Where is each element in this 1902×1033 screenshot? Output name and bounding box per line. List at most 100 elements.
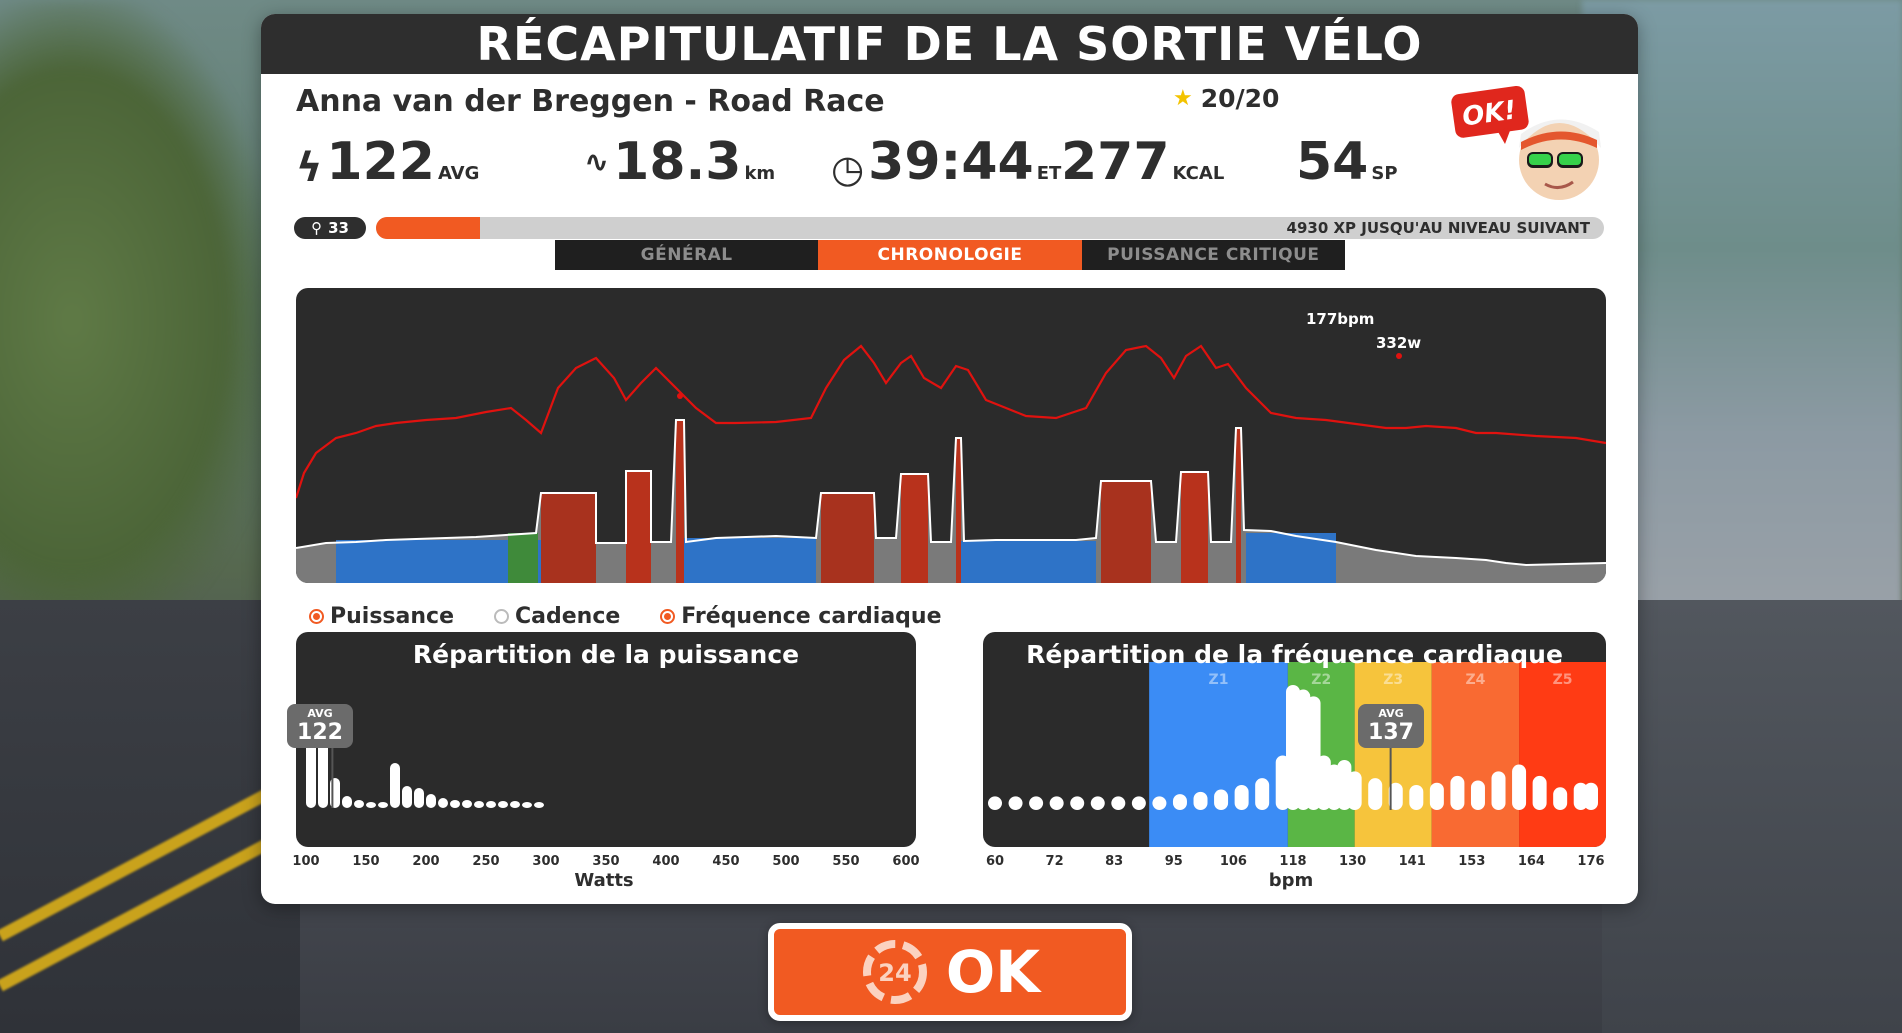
tab-timeline[interactable]: CHRONOLOGIE [818, 240, 1082, 270]
heart-rate-histogram-plot: Z1 Z2 Z3 Z4 Z5 [988, 662, 1606, 847]
power-x-axis: 100 150 200 250 300 350 400 450 500 550 600 [292, 854, 919, 872]
power-bin [534, 802, 544, 808]
power-effort [821, 493, 874, 583]
power-zone-blue [336, 540, 541, 583]
power-stat: ϟ 122 AVG [296, 136, 479, 188]
hr-zone-band [1519, 662, 1606, 847]
legend-power-radio[interactable] [309, 609, 324, 624]
power-tick-label: 250 [472, 854, 500, 869]
hr-zone-band [1354, 662, 1432, 847]
power-bin [486, 801, 496, 808]
ok-button[interactable]: 24 OK [768, 923, 1132, 1021]
hr-bin [1584, 782, 1598, 810]
power-bin [378, 802, 388, 808]
xp-progress: ⚲ 33 4930 XP JUSQU'AU NIVEAU SUIVANT [294, 217, 1604, 239]
ok-button-label: OK [945, 938, 1041, 1006]
power-tick-label: 450 [712, 854, 740, 869]
power-zone-green [508, 533, 538, 583]
power-effort [541, 493, 596, 583]
ride-summary-panel: RÉCAPITULATIF DE LA SORTIE VÉLO Anna van… [261, 14, 1638, 904]
power-bin [426, 794, 436, 808]
legend-heart-rate[interactable]: Fréquence cardiaque [660, 604, 942, 629]
bike-icon: ⚲ [311, 219, 323, 237]
hr-bin [1029, 796, 1044, 810]
calories-stat: 277 KCAL [1061, 136, 1224, 188]
tab-critical-power[interactable]: PUISSANCE CRITIQUE [1081, 240, 1345, 270]
legend-power[interactable]: Puissance [309, 604, 454, 629]
power-tick-label: 400 [652, 854, 680, 869]
hr-bin [1532, 775, 1547, 810]
clock-icon: ◷ [831, 147, 865, 191]
hr-bin [1409, 785, 1424, 810]
lightning-icon: ϟ [296, 145, 323, 191]
power-bin [498, 801, 508, 808]
distance-stat: ∿ 18.3 km [584, 136, 775, 188]
max-hr-marker [1396, 353, 1402, 359]
legend-heart-rate-radio[interactable] [660, 609, 676, 624]
power-avg-label: AVG [307, 707, 333, 720]
hr-tick-label: 130 [1339, 854, 1367, 869]
stats-row: ϟ 122 AVG ∿ 18.3 km ◷ 39:44 ET 277 KCAL … [296, 136, 1398, 206]
power-effort [1101, 481, 1151, 583]
hr-tick-label: 95 [1164, 854, 1183, 869]
power-bin [462, 800, 472, 808]
hr-bin [1368, 778, 1383, 810]
xp-bar-fill [376, 217, 481, 239]
hr-tick-label: 60 [985, 854, 1005, 869]
power-bin [522, 802, 532, 808]
power-bin [414, 788, 424, 808]
power-bin [342, 796, 352, 808]
power-line [296, 419, 1606, 567]
page-title: RÉCAPITULATIF DE LA SORTIE VÉLO [261, 14, 1638, 74]
hr-bin [1347, 771, 1362, 810]
hr-bin [1008, 796, 1023, 810]
hr-zone-label: Z3 [1383, 672, 1403, 688]
hr-tick-label: 164 [1517, 854, 1545, 869]
hr-bin [1070, 796, 1085, 810]
time-unit: ET [1036, 163, 1062, 184]
hr-bin [1234, 785, 1249, 810]
route-icon: ∿ [584, 145, 610, 180]
legend-heart-rate-label: Fréquence cardiaque [681, 604, 942, 629]
power-bin [366, 802, 376, 808]
hr-zone-band [1431, 662, 1520, 847]
power-histogram-plot [306, 708, 544, 808]
power-effort [901, 474, 928, 583]
hr-bin [1388, 782, 1403, 810]
power-effort [1181, 472, 1208, 583]
calories-unit: KCAL [1172, 163, 1225, 184]
hr-bin [1553, 787, 1568, 810]
legend-power-label: Puissance [330, 604, 454, 629]
star-icon: ★ [1173, 86, 1193, 111]
hr-tick-label: 83 [1105, 854, 1124, 869]
hr-tick-label: 118 [1279, 854, 1307, 869]
distance-value: 18.3 [613, 132, 742, 192]
max-power-marker [677, 393, 683, 399]
timeline-chart: 332w 177bpm [296, 288, 1606, 583]
zwift-24-icon: 24 [862, 940, 927, 1004]
hr-bin [1470, 780, 1485, 810]
tab-general[interactable]: GÉNÉRAL [555, 240, 819, 270]
hr-zone-label: Z1 [1209, 672, 1229, 688]
power-effort [626, 471, 651, 583]
max-power-label: 332w [1376, 334, 1422, 352]
power-bin [390, 763, 400, 808]
power-bin [438, 798, 448, 808]
power-tick-label: 350 [592, 854, 620, 869]
power-unit: AVG [437, 163, 480, 184]
legend-cadence-radio[interactable] [494, 609, 509, 624]
power-avg-marker: AVG 122 [287, 704, 353, 748]
xp-text: 4930 XP JUSQU'AU NIVEAU SUIVANT [1286, 219, 1590, 237]
time-stat: ◷ 39:44 ET [831, 136, 1061, 188]
heart-rate-histogram-title: Répartition de la fréquence cardiaque [1026, 640, 1563, 669]
hr-bin [1491, 771, 1506, 810]
power-tick-label: 150 [352, 854, 380, 869]
legend-cadence[interactable]: Cadence [494, 604, 620, 629]
hr-bin [1512, 764, 1527, 810]
power-avg-value: 122 [297, 720, 343, 745]
hr-zone-band [1149, 662, 1288, 847]
heart-rate-avg-value: 137 [1368, 720, 1414, 745]
power-tick-label: 100 [292, 854, 320, 869]
rider-avatar: OK! [1451, 85, 1601, 200]
stars-value: 20/20 [1200, 84, 1280, 113]
